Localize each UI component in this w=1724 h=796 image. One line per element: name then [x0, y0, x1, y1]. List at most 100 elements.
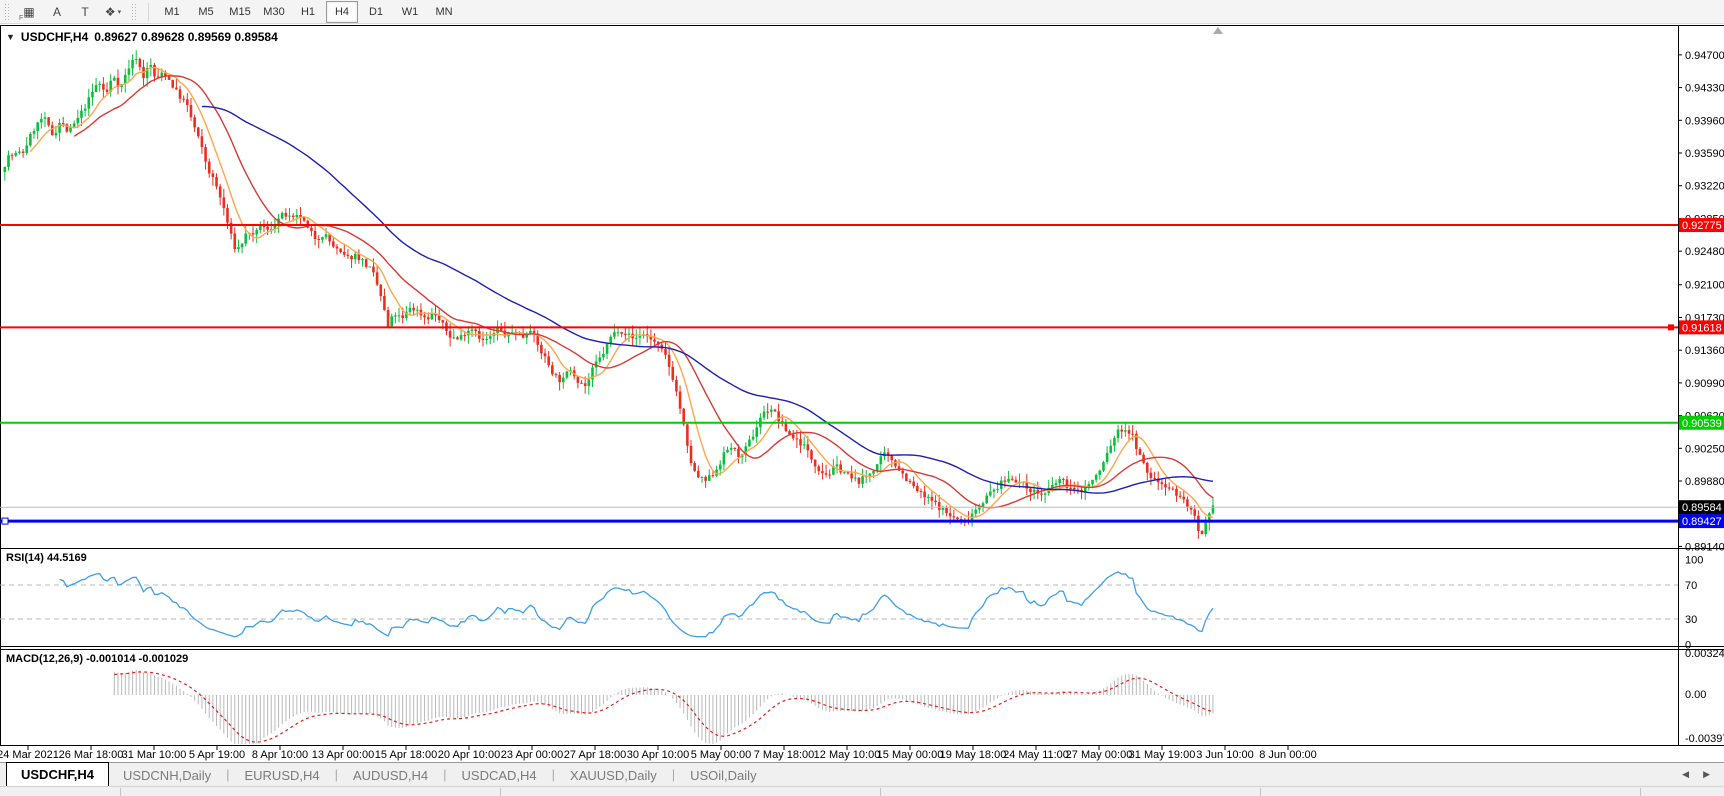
time-tick-label: 5 May 00:00: [690, 749, 752, 761]
candle-body: [61, 122, 65, 125]
chart-frame-icon[interactable]: ▦ F: [19, 4, 35, 22]
statusbar-divider: [500, 788, 501, 796]
candle-body: [875, 464, 879, 472]
candle-body: [551, 365, 554, 375]
candle-body: [1072, 487, 1076, 490]
candle-body: [113, 77, 116, 81]
candles-layer: [3, 50, 1215, 539]
candle-body: [908, 481, 912, 483]
shapes-dropdown-icon[interactable]: ❖ ▾: [104, 4, 122, 19]
candle-body: [40, 118, 43, 123]
toolbar-grip[interactable]: [4, 2, 11, 21]
candle-body: [357, 253, 361, 261]
chart-tab-usoil[interactable]: USOil,Daily: [690, 767, 757, 783]
candle-body: [653, 339, 656, 342]
candle-body: [755, 427, 759, 437]
candle-body: [91, 91, 94, 98]
candle-body: [583, 383, 587, 387]
tab-scroll-left-icon[interactable]: ◀: [1682, 769, 1690, 779]
time-tick-label: 8 Jun 00:00: [1259, 749, 1317, 761]
text-label-icon[interactable]: A: [52, 4, 61, 19]
price-tick-label: 0.90990: [1685, 378, 1724, 390]
candle-body: [412, 307, 415, 311]
timeframe-group: M1 M5 M15 M30 H1 H4 D1 W1 MN: [155, 0, 461, 23]
candle-body: [452, 337, 456, 339]
time-tick-label: 15 May 00:00: [876, 749, 944, 761]
candle-body: [521, 334, 525, 338]
candle-body: [817, 466, 821, 472]
candle-body: [240, 243, 244, 248]
toolbar-grip-2[interactable]: [131, 2, 138, 21]
candle-body: [255, 230, 258, 235]
candle-body: [886, 452, 890, 455]
hline-handle[interactable]: [1, 517, 9, 525]
timeframe-mn[interactable]: MN: [435, 5, 453, 18]
candle-body: [134, 59, 138, 61]
candle-body: [269, 228, 273, 230]
chevron-down-icon[interactable]: ▼: [6, 32, 15, 42]
time-tick-label: 26 Mar 18:00: [58, 749, 124, 761]
candle-body: [726, 449, 729, 453]
timeframe-h4[interactable]: H4: [326, 0, 358, 23]
candle-body: [1164, 484, 1167, 488]
timeframe-m15[interactable]: M15: [229, 5, 251, 18]
chart-tab-usdcad[interactable]: USDCAD,H4: [461, 767, 537, 783]
candle-body: [266, 226, 269, 230]
candle-body: [200, 136, 204, 148]
candle-body: [1040, 493, 1043, 495]
tab-divider: |: [551, 767, 556, 782]
candle-body: [510, 331, 514, 333]
candle-body: [481, 338, 485, 340]
chart-tab-xauusd[interactable]: XAUUSD,Daily: [570, 767, 657, 783]
tab-scroll-right-icon[interactable]: ▶: [1703, 769, 1710, 779]
tab-divider: |: [334, 767, 338, 782]
candle-body: [576, 376, 580, 383]
candle-body: [65, 124, 69, 132]
candle-body: [1208, 513, 1211, 523]
chart-shift-marker[interactable]: [1213, 27, 1223, 34]
candle-body: [879, 456, 883, 465]
candle-body: [729, 447, 733, 450]
candle-body: [280, 212, 284, 219]
candle-body: [1124, 430, 1127, 432]
timeframe-d1[interactable]: D1: [368, 5, 384, 18]
chart-tab-usdcnh[interactable]: USDCNH,Daily: [122, 767, 212, 783]
timeframe-m5[interactable]: M5: [198, 5, 214, 18]
text-box-icon[interactable]: T: [81, 4, 89, 19]
candle-body: [802, 444, 806, 446]
timeframe-m30[interactable]: M30: [263, 5, 285, 18]
rsi-label: RSI(14) 44.5169: [6, 552, 87, 564]
chart-tab-audusd[interactable]: AUDUSD,H4: [353, 767, 429, 783]
candle-body: [667, 354, 671, 367]
candle-body: [773, 409, 777, 412]
chart-tab-eurusd[interactable]: EURUSD,H4: [244, 767, 320, 783]
candle-body: [218, 186, 222, 198]
candle-body: [423, 315, 426, 318]
candle-body: [788, 431, 791, 435]
candle-body: [29, 133, 32, 146]
candle-body: [259, 226, 262, 231]
candle-body: [401, 315, 404, 318]
candle-body: [587, 379, 591, 387]
candle-body: [638, 336, 642, 338]
candle-body: [532, 330, 536, 334]
candle-body: [1032, 489, 1036, 493]
candle-body: [470, 329, 474, 331]
candle-body: [415, 309, 419, 311]
candle-body: [58, 122, 61, 133]
candle-body: [204, 147, 207, 162]
price-tick-label: 0.93960: [1685, 115, 1724, 127]
chart-tab-usdchf[interactable]: USDCHF,H4: [6, 762, 109, 786]
candle-body: [3, 166, 7, 173]
tab-divider: |: [226, 767, 230, 782]
candle-body: [602, 353, 605, 358]
candle-body: [791, 434, 795, 439]
candle-body: [226, 208, 229, 223]
candle-body: [1145, 462, 1149, 473]
timeframe-m1[interactable]: M1: [164, 5, 180, 18]
candle-body: [1135, 433, 1138, 449]
hline-handle[interactable]: [1668, 324, 1674, 331]
timeframe-h1[interactable]: H1: [300, 5, 316, 18]
timeframe-w1[interactable]: W1: [401, 5, 419, 18]
